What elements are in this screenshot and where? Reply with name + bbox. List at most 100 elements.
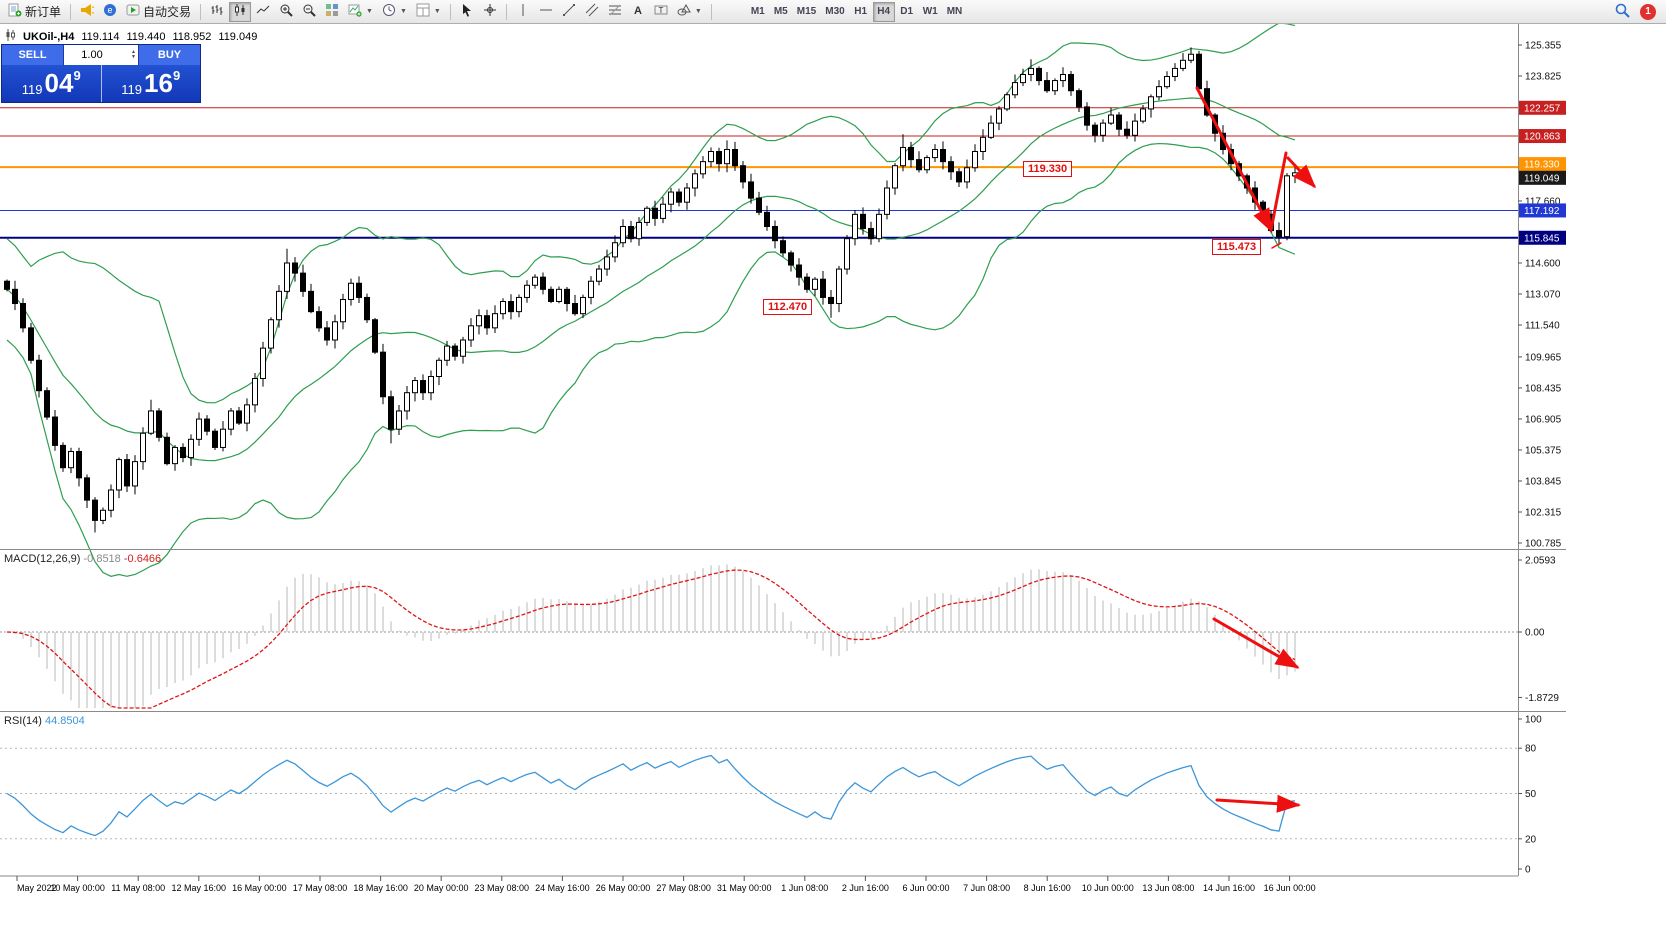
- svg-text:100: 100: [1525, 715, 1542, 726]
- crosshair-button[interactable]: [479, 2, 501, 22]
- periods-button[interactable]: ▼: [378, 2, 411, 22]
- volume-input[interactable]: [64, 49, 120, 61]
- timeframe-m15[interactable]: M15: [793, 2, 820, 22]
- price-axis[interactable]: 125.355 123.825 117.660 114.600 113.070 111.5…: [1518, 41, 1566, 876]
- new-order-button[interactable]: 新订单: [4, 2, 65, 22]
- svg-text:111.540: 111.540: [1525, 321, 1560, 332]
- text-tool-button[interactable]: A: [627, 2, 649, 22]
- shapes-tool-button[interactable]: ▼: [673, 2, 706, 22]
- shapes-icon: [677, 3, 691, 20]
- toolbar-separator: [710, 3, 712, 20]
- svg-text:27 May 08:00: 27 May 08:00: [656, 883, 711, 893]
- search-button[interactable]: [1611, 2, 1634, 22]
- trendline-icon: [562, 3, 576, 20]
- svg-text:26 May 00:00: 26 May 00:00: [596, 883, 651, 893]
- macd-signal-value: -0.6466: [123, 553, 162, 565]
- svg-text:125.355: 125.355: [1525, 41, 1562, 52]
- buy-price-sup: 9: [172, 68, 181, 83]
- notification-badge[interactable]: 1: [1640, 3, 1656, 20]
- channel-tool-button[interactable]: [581, 2, 603, 22]
- spinner-up-icon[interactable]: ▲: [131, 49, 136, 55]
- svg-text:108.435: 108.435: [1525, 383, 1562, 394]
- buy-button[interactable]: BUY: [138, 45, 200, 65]
- timeframe-m5[interactable]: M5: [770, 2, 792, 22]
- new-order-label: 新订单: [25, 5, 62, 19]
- chevron-down-icon: ▼: [433, 8, 441, 15]
- zoom-out-button[interactable]: [298, 2, 320, 22]
- svg-text:2 Jun 16:00: 2 Jun 16:00: [842, 883, 889, 893]
- rsi-value: 44.8504: [44, 715, 85, 727]
- symbol-period-label: UKOil-,H4: [23, 30, 75, 43]
- community-button[interactable]: e: [99, 2, 121, 22]
- timeframe-h1[interactable]: H1: [850, 2, 872, 22]
- svg-text:T: T: [658, 6, 663, 15]
- new-chart-button[interactable]: ▼: [344, 2, 377, 22]
- timeframe-m1[interactable]: M1: [747, 2, 769, 22]
- svg-text:120.863: 120.863: [1524, 132, 1561, 143]
- candle-chart-button[interactable]: [229, 1, 252, 22]
- chevron-down-icon: ▼: [366, 8, 373, 15]
- candlestick-series: [4, 47, 1298, 533]
- rsi-label: RSI(14) 44.8504: [4, 715, 85, 727]
- svg-text:2.0593: 2.0593: [1525, 556, 1556, 567]
- macd-panel: [0, 564, 1518, 709]
- quote-open: 119.114: [81, 30, 120, 43]
- fibonacci-tool-button[interactable]: [604, 2, 626, 22]
- line-chart-icon: [256, 3, 270, 20]
- chevron-down-icon: ▼: [399, 8, 407, 15]
- svg-text:117.192: 117.192: [1524, 206, 1560, 217]
- globe-icon: e: [103, 3, 117, 20]
- sell-button[interactable]: SELL: [2, 45, 64, 65]
- svg-text:0.00: 0.00: [1525, 628, 1545, 639]
- volume-stepper: ▲▼: [64, 45, 138, 65]
- alerts-button[interactable]: [76, 2, 98, 22]
- clock-icon: [382, 3, 396, 20]
- trendline-tool-button[interactable]: [558, 2, 580, 22]
- crosshair-icon: [483, 3, 497, 20]
- auto-trading-label: 自动交易: [143, 5, 192, 19]
- svg-text:80: 80: [1525, 744, 1537, 755]
- price-annotation-tag: 115.473: [1212, 239, 1262, 255]
- timeframe-m30[interactable]: M30: [821, 2, 848, 22]
- timeframe-h4[interactable]: H4: [872, 1, 895, 22]
- timeframe-w1[interactable]: W1: [919, 2, 942, 22]
- vertical-line-tool-button[interactable]: [512, 2, 534, 22]
- auto-trading-button[interactable]: 自动交易: [122, 2, 195, 22]
- timeframe-mn[interactable]: MN: [943, 2, 967, 22]
- timeframe-d1[interactable]: D1: [896, 2, 918, 22]
- svg-text:0: 0: [1525, 865, 1531, 876]
- vertical-line-icon: [516, 3, 530, 20]
- svg-text:16 Jun 00:00: 16 Jun 00:00: [1264, 883, 1316, 893]
- bar-chart-button[interactable]: [206, 2, 228, 22]
- cursor-button[interactable]: [456, 2, 478, 22]
- svg-text:20: 20: [1525, 834, 1537, 845]
- new-order-icon: [8, 3, 22, 20]
- bar-chart-icon: [210, 3, 224, 20]
- macd-main-value: -0.8518: [83, 553, 121, 565]
- svg-text:119.330: 119.330: [1524, 160, 1560, 171]
- horizontal-line-tool-button[interactable]: [535, 2, 557, 22]
- svg-text:100.785: 100.785: [1525, 539, 1562, 550]
- svg-text:1 Jun 08:00: 1 Jun 08:00: [781, 883, 828, 893]
- label-tool-button[interactable]: T: [650, 2, 672, 22]
- line-chart-button[interactable]: [252, 2, 274, 22]
- fibonacci-icon: [608, 3, 622, 20]
- tile-windows-button[interactable]: [321, 2, 343, 22]
- search-icon: [1615, 3, 1630, 21]
- templates-button[interactable]: ▼: [412, 2, 445, 22]
- svg-text:122.257: 122.257: [1524, 103, 1561, 114]
- toolbar-separator: [505, 3, 507, 20]
- svg-text:May 2022: May 2022: [17, 883, 57, 893]
- toolbar-separator: [200, 3, 202, 20]
- sell-price[interactable]: 119 04 9: [2, 65, 101, 102]
- svg-text:119.049: 119.049: [1524, 173, 1560, 184]
- zoom-in-button[interactable]: [275, 2, 297, 22]
- volume-spinner[interactable]: ▲ ▼: [131, 50, 138, 60]
- buy-price[interactable]: 119 16 9: [102, 65, 201, 102]
- trend-annotation-arrows: [1195, 86, 1317, 813]
- spinner-down-icon[interactable]: ▼: [131, 54, 136, 60]
- svg-text:24 May 16:00: 24 May 16:00: [535, 883, 590, 893]
- svg-text:117.660: 117.660: [1525, 196, 1561, 207]
